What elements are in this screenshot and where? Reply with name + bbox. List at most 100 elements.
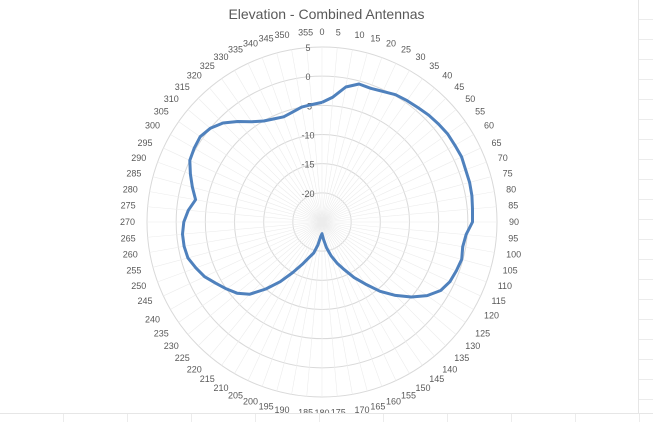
angular-gridline — [321, 134, 474, 223]
angle-tick-label: 135 — [454, 353, 469, 363]
angle-tick-label: 245 — [137, 296, 152, 306]
angle-tick-label: 90 — [509, 217, 519, 227]
angular-gridline — [321, 147, 481, 223]
series-line — [181, 82, 474, 299]
angle-tick-label: 125 — [475, 328, 490, 338]
angle-tick-label: 260 — [123, 249, 138, 259]
angle-tick-label: 205 — [228, 390, 243, 400]
angular-gridline — [178, 221, 323, 323]
angular-gridline — [247, 221, 323, 381]
angular-gridline — [321, 57, 383, 223]
angle-tick-label: 95 — [508, 233, 518, 243]
angular-gridline — [321, 221, 338, 397]
angular-gridline — [321, 87, 435, 223]
angular-gridlines — [147, 47, 497, 397]
angular-gridline — [147, 206, 323, 223]
angle-tick-label: 100 — [506, 249, 521, 259]
angle-tick-label: 55 — [475, 107, 485, 117]
angle-tick-label: 40 — [442, 71, 452, 81]
angular-gridline — [321, 221, 481, 297]
sheet-gridlines-right — [638, 0, 653, 422]
angular-gridline — [321, 221, 495, 253]
angle-tick-label: 280 — [123, 185, 138, 195]
angular-gridline — [157, 161, 323, 223]
angle-tick-label: 165 — [370, 402, 385, 412]
angle-tick-label: 210 — [213, 383, 228, 393]
angle-tick-label: 105 — [503, 265, 518, 275]
angle-tick-label: 30 — [416, 52, 426, 62]
angle-tick-label: 185 — [298, 407, 313, 417]
angle-tick-label: 295 — [137, 138, 152, 148]
angular-gridline — [321, 176, 492, 223]
radial-tick-label: -15 — [301, 160, 314, 170]
angular-gridline — [152, 221, 323, 268]
angle-tick-label: 5 — [336, 28, 341, 38]
angle-tick-label: 50 — [465, 94, 475, 104]
angle-tick-label: 60 — [484, 121, 494, 131]
angle-tick-label: 170 — [354, 405, 369, 415]
angle-tick-label: 240 — [145, 315, 160, 325]
angular-gridline — [198, 98, 323, 223]
angular-gridline — [321, 221, 410, 374]
angle-tick-label: 250 — [131, 281, 146, 291]
angle-tick-label: 340 — [243, 38, 258, 48]
angle-tick-label: 70 — [498, 153, 508, 163]
angle-tick-label: 300 — [145, 121, 160, 131]
angle-tick-label: 45 — [454, 82, 464, 92]
angle-tick-label: 345 — [259, 33, 274, 43]
angle-tick-label: 335 — [228, 45, 243, 55]
angular-gridline — [178, 121, 323, 223]
angle-tick-label: 310 — [164, 94, 179, 104]
angle-tick-label: 350 — [274, 30, 289, 40]
angular-gridline — [247, 63, 323, 223]
angular-gridline — [321, 206, 497, 223]
angular-gridline — [152, 176, 323, 223]
angle-tick-label: 175 — [331, 407, 346, 417]
angle-tick-label: 110 — [498, 281, 512, 291]
sheet-gridlines-bottom — [0, 413, 653, 422]
angular-gridline — [276, 52, 323, 223]
radial-tick-label: 5 — [305, 43, 310, 53]
angular-gridline — [163, 221, 323, 297]
angular-gridline — [321, 191, 495, 223]
angular-gridline — [147, 221, 323, 238]
angular-gridline — [170, 134, 323, 223]
angular-gridline — [321, 47, 338, 223]
angular-gridline — [321, 121, 466, 223]
angular-gridline — [321, 221, 474, 310]
angle-tick-label: 150 — [416, 383, 431, 393]
angular-gridline — [170, 221, 323, 310]
angular-gridline — [157, 221, 323, 283]
angular-gridline — [149, 221, 323, 253]
angular-gridline — [221, 221, 323, 366]
angular-gridline — [321, 109, 457, 223]
angle-tick-label: 140 — [442, 364, 457, 374]
angle-tick-label: 20 — [386, 38, 396, 48]
angle-tick-label: 115 — [491, 296, 505, 306]
angular-gridline — [321, 221, 423, 366]
angular-gridline — [321, 63, 397, 223]
radial-tick-label: -20 — [301, 189, 314, 199]
angular-gridline — [321, 221, 383, 387]
angle-tick-label: 285 — [126, 169, 141, 179]
angle-tick-label: 270 — [120, 217, 135, 227]
angle-tick-label: 155 — [401, 390, 416, 400]
angular-gridline — [291, 221, 323, 395]
angle-tick-label: 190 — [274, 405, 289, 415]
angle-tick-label: 10 — [354, 30, 364, 40]
angle-tick-label: 330 — [213, 52, 228, 62]
radial-tick-labels: -20-15-10-505 — [301, 43, 314, 199]
angle-tick-label: 35 — [429, 61, 439, 71]
angle-tick-label: 355 — [298, 28, 313, 38]
angular-gridline — [221, 78, 323, 223]
angular-gridline — [234, 70, 323, 223]
angle-tick-label: 235 — [154, 328, 169, 338]
angle-tick-label: 225 — [175, 353, 190, 363]
angle-tick-label: 320 — [187, 71, 202, 81]
angle-tick-label: 15 — [370, 33, 380, 43]
angular-gridline — [198, 221, 323, 346]
angle-tick-label: 195 — [259, 402, 274, 412]
radial-tick-label: -10 — [301, 131, 314, 141]
angular-gridline — [187, 221, 323, 335]
